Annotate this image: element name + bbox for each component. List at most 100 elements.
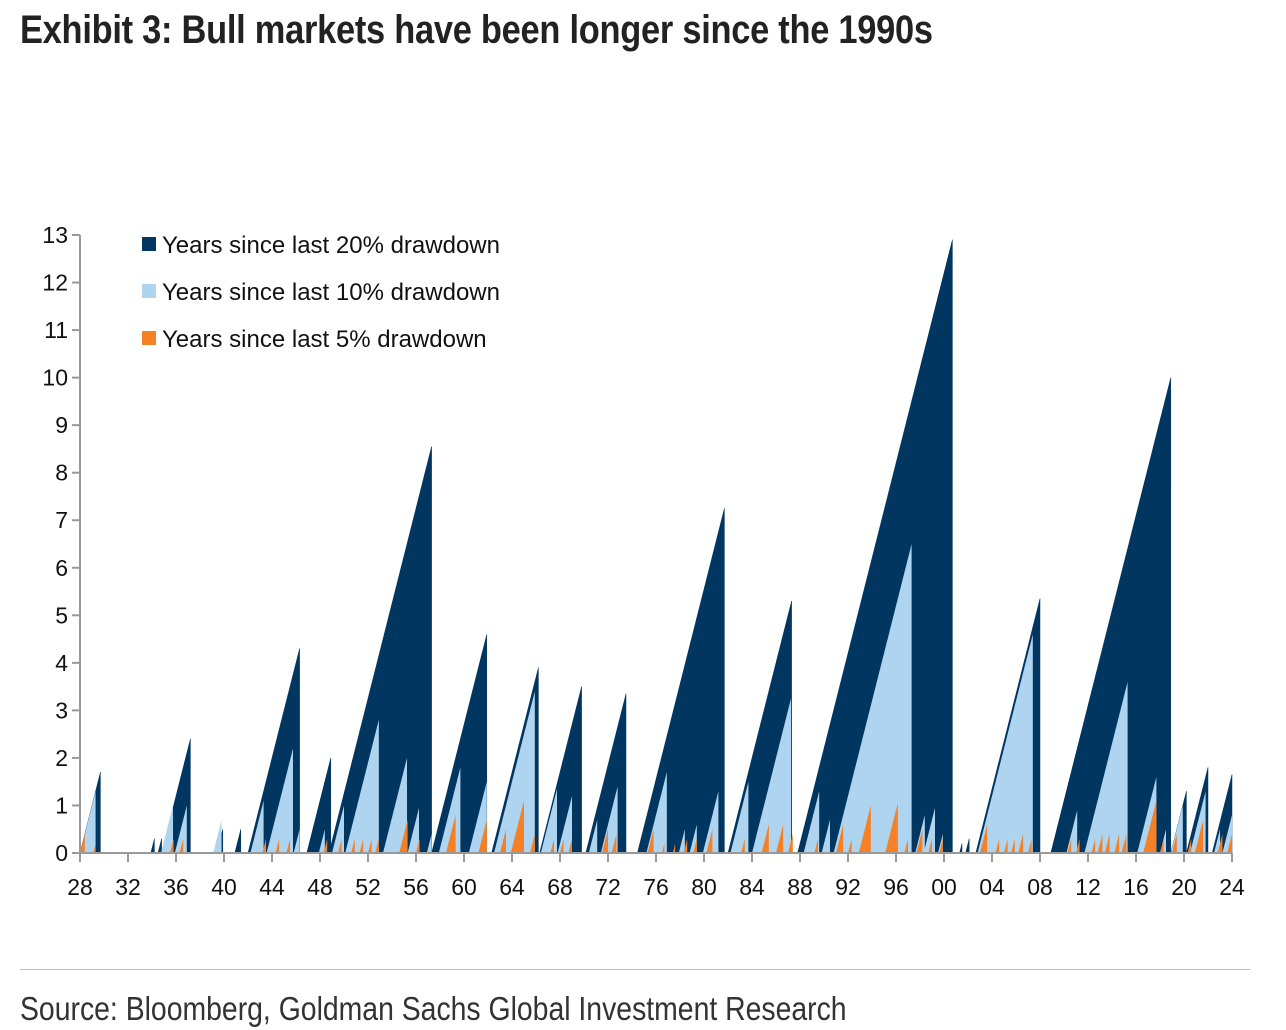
area-segment bbox=[848, 838, 852, 853]
area-segment bbox=[836, 824, 844, 853]
area-segment bbox=[416, 838, 420, 853]
chart-title: Exhibit 3: Bull markets have been longer… bbox=[20, 8, 933, 52]
area-segment bbox=[730, 781, 749, 853]
area-segment bbox=[662, 843, 665, 853]
divider bbox=[20, 969, 1250, 970]
area-segment bbox=[539, 686, 582, 854]
x-tick-label: 44 bbox=[259, 874, 285, 900]
legend-swatch bbox=[142, 284, 156, 298]
y-tick-label: 4 bbox=[55, 650, 68, 676]
area-segment bbox=[150, 838, 155, 854]
area-segment bbox=[1091, 838, 1096, 853]
x-tick-label: 96 bbox=[883, 874, 909, 900]
area-segment bbox=[637, 508, 725, 854]
area-segment bbox=[928, 838, 932, 853]
y-tick-label: 3 bbox=[55, 697, 68, 723]
area-segment bbox=[1121, 833, 1127, 853]
chart-marks bbox=[79, 239, 1233, 854]
x-tick-label: 88 bbox=[787, 874, 813, 900]
area-segment bbox=[776, 824, 784, 853]
x-tick-label: 80 bbox=[691, 874, 717, 900]
area-segment bbox=[611, 833, 617, 853]
area-segment bbox=[345, 719, 379, 853]
y-tick-label: 10 bbox=[42, 365, 68, 391]
area-segment bbox=[478, 819, 487, 853]
x-tick-label: 12 bbox=[1075, 874, 1101, 900]
area-segment bbox=[1160, 838, 1164, 853]
area-segment bbox=[814, 838, 818, 853]
y-tick-label: 13 bbox=[42, 222, 68, 248]
area-segment bbox=[170, 838, 174, 853]
area-segment bbox=[213, 819, 222, 853]
area-segment bbox=[741, 838, 745, 853]
area-segment bbox=[338, 838, 342, 853]
area-segment bbox=[821, 819, 830, 853]
y-tick-label: 2 bbox=[55, 745, 68, 771]
legend-swatch bbox=[142, 331, 156, 345]
area-segment bbox=[560, 838, 564, 853]
legend-label: Years since last 5% drawdown bbox=[162, 326, 487, 353]
y-tick-label: 0 bbox=[55, 840, 68, 866]
series-1 bbox=[80, 544, 1232, 853]
area-segment bbox=[174, 805, 187, 853]
legend-label: Years since last 10% drawdown bbox=[162, 279, 500, 306]
area-segment bbox=[761, 824, 769, 853]
x-tick-label: 64 bbox=[499, 874, 525, 900]
legend-swatch bbox=[142, 237, 156, 251]
area-segment bbox=[318, 829, 325, 853]
area-segment bbox=[647, 829, 654, 853]
area-segment bbox=[1028, 838, 1032, 853]
x-tick-label: 40 bbox=[211, 874, 237, 900]
area-segment bbox=[602, 829, 608, 853]
area-segment bbox=[1097, 833, 1103, 853]
area-segment bbox=[1187, 838, 1192, 853]
area-segment bbox=[1143, 800, 1157, 853]
x-tick-label: 32 bbox=[115, 874, 141, 900]
area-segment bbox=[588, 819, 598, 853]
x-tick-label: 20 bbox=[1171, 874, 1197, 900]
area-segment bbox=[1011, 838, 1015, 853]
x-tick-label: 76 bbox=[643, 874, 669, 900]
area-segment bbox=[179, 838, 184, 853]
area-segment bbox=[306, 757, 332, 854]
area-segment bbox=[646, 772, 667, 853]
area-segment bbox=[1084, 681, 1128, 853]
area-segment bbox=[494, 691, 535, 853]
legend: Years since last 20% drawdown Years since… bbox=[142, 232, 500, 353]
x-tick-label: 72 bbox=[595, 874, 621, 900]
x-tick-label: 08 bbox=[1027, 874, 1053, 900]
area-segment bbox=[923, 807, 935, 853]
area-segment bbox=[530, 833, 535, 853]
area-segment bbox=[80, 791, 96, 853]
area-segment bbox=[293, 829, 300, 853]
area-segment bbox=[328, 446, 432, 854]
y-tick-label: 7 bbox=[55, 507, 68, 533]
area-segment bbox=[904, 838, 908, 853]
area-segment bbox=[1067, 838, 1072, 853]
area-segment bbox=[916, 829, 923, 853]
area-segment bbox=[965, 838, 970, 854]
area-segment bbox=[752, 698, 791, 853]
area-segment bbox=[262, 838, 266, 853]
area-segment bbox=[977, 634, 1033, 853]
area-segment bbox=[286, 838, 290, 853]
area-segment bbox=[706, 829, 713, 853]
area-segment bbox=[1217, 833, 1223, 853]
area-segment bbox=[702, 791, 719, 853]
y-tick-label: 8 bbox=[55, 460, 68, 486]
area-segment bbox=[93, 843, 96, 853]
x-tick-label: 68 bbox=[547, 874, 573, 900]
x-tick-label: 16 bbox=[1123, 874, 1149, 900]
area-segment bbox=[323, 838, 328, 853]
area-segment bbox=[678, 829, 685, 853]
area-segment bbox=[788, 833, 793, 853]
area-segment bbox=[275, 838, 280, 853]
area-segment bbox=[858, 805, 871, 853]
area-segment bbox=[368, 838, 372, 853]
area-segment bbox=[446, 814, 456, 853]
y-tick-label: 5 bbox=[55, 602, 68, 628]
area-segment bbox=[234, 829, 242, 854]
area-segment bbox=[600, 786, 618, 853]
y-tick-label: 12 bbox=[42, 270, 68, 296]
